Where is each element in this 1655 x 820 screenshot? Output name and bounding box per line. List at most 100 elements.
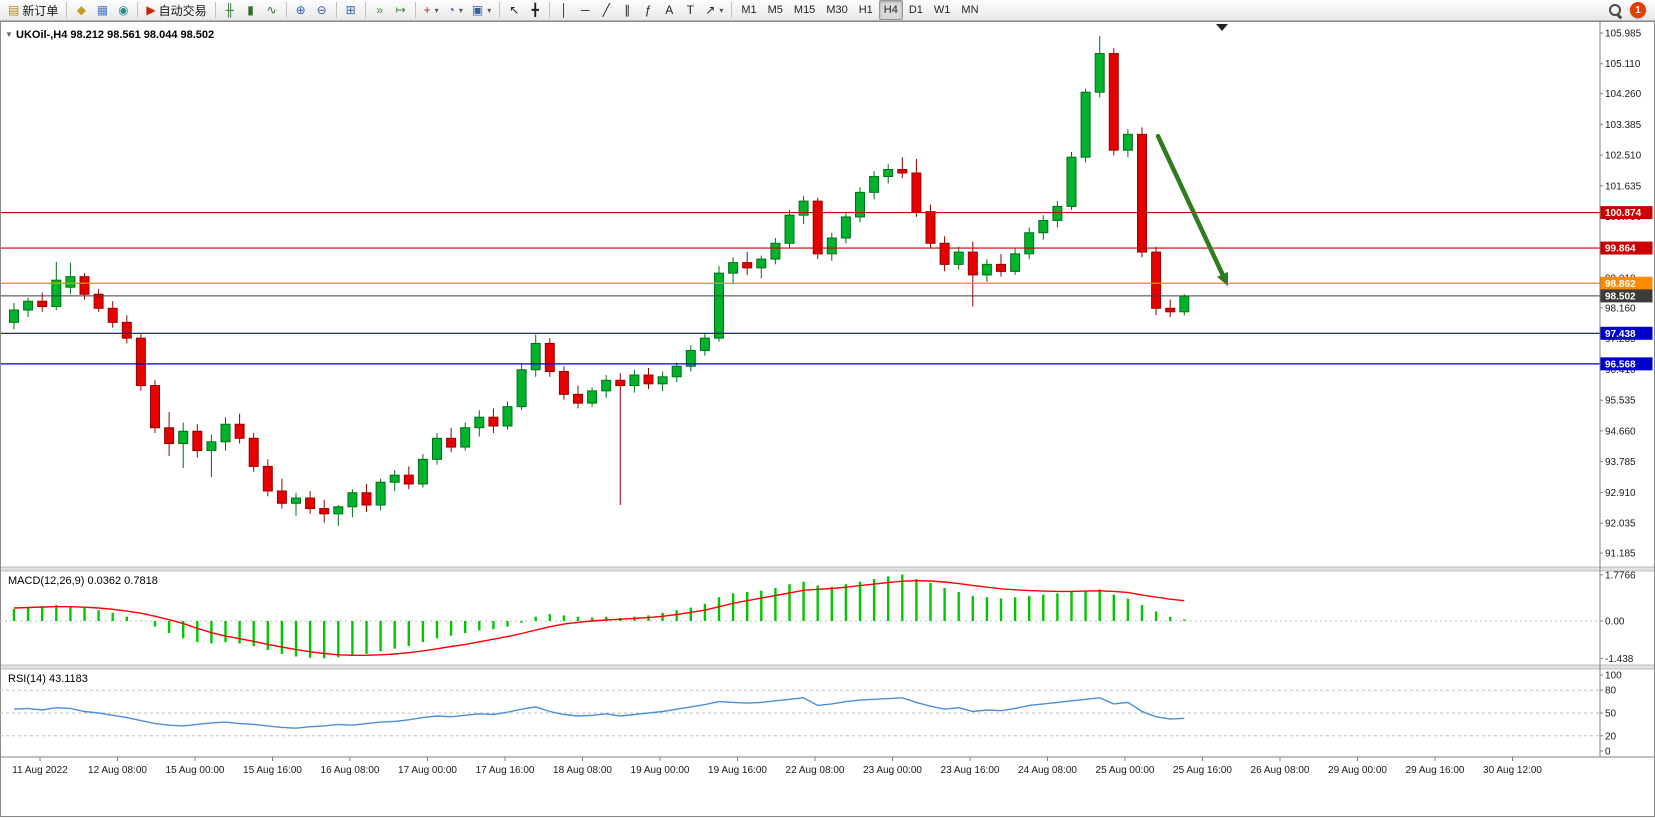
candle	[911, 172, 922, 213]
timeframe-m30-button[interactable]: M30	[826, 4, 848, 16]
periods-button[interactable]: ◔ ▾	[444, 0, 467, 20]
search-icon[interactable]	[1608, 3, 1623, 18]
chevron-down-icon: ▾	[458, 5, 463, 15]
candle	[939, 242, 950, 265]
candle	[417, 458, 428, 485]
rsi-scale-tick: 0	[1605, 747, 1611, 758]
indicators-button[interactable]: + ▾	[420, 0, 443, 20]
candle	[812, 200, 823, 255]
timeframe-m5-button[interactable]: M5	[767, 4, 783, 16]
panel-splitter[interactable]	[0, 664, 1655, 670]
price-badge-label: 97.438	[1605, 329, 1636, 340]
chevron-down-icon: ▾	[434, 5, 439, 15]
candle	[1137, 133, 1147, 253]
scroll-to-end-marker[interactable]	[1216, 24, 1228, 31]
candle	[403, 474, 414, 485]
price-tick: 103.385	[1605, 120, 1642, 131]
line-chart-icon: ∿	[266, 3, 277, 17]
horizontal-line-button[interactable]: ─	[575, 0, 595, 20]
rsi-label: RSI(14) 43.1183	[8, 673, 88, 685]
candlestick-chart-button[interactable]: ▮	[241, 0, 261, 20]
trend-arrow-head[interactable]	[1217, 271, 1228, 287]
candle	[502, 406, 513, 427]
candle	[79, 276, 90, 295]
candle	[671, 365, 682, 378]
chart-canvas[interactable]: 1.7766 0.00 -1.438 100 80 50 20 0 105.985 105.110…	[0, 21, 1655, 817]
timeframe-mn-button[interactable]: MN	[961, 4, 979, 16]
toolbar-separator	[137, 2, 139, 18]
candle	[206, 441, 217, 452]
candle	[1094, 53, 1105, 93]
line-chart-button[interactable]: ∿	[262, 0, 282, 20]
candle	[347, 492, 358, 508]
chart-menu-icon[interactable]: ▼	[5, 30, 13, 39]
price-line-badge	[1600, 326, 1653, 340]
toolbar: ▤ 新订单 ◆ ▦ ◉ ▶ 自动交易 ╫ ▮ ∿ ⊕ ⊖ ⊞» ↦ + ▾ ◔ ▾ ▣ ▾ ↖ ╋ │ ─ ╱ ∥ ƒ A T ↗ ▾ M1 M…	[0, 0, 1655, 21]
candle	[967, 251, 978, 276]
candle	[192, 430, 203, 452]
candle	[798, 200, 809, 216]
current-price-badge	[1600, 289, 1653, 303]
candle	[248, 437, 259, 467]
zoom-in-button[interactable]: ⊕	[291, 0, 311, 20]
candle	[460, 427, 471, 448]
candle	[601, 379, 612, 392]
candle	[544, 342, 555, 373]
vertical-line-button[interactable]: │	[554, 0, 574, 20]
candlestick-chart-icon: ▮	[247, 3, 254, 17]
fibonacci-button[interactable]: ƒ	[638, 0, 658, 20]
rsi-line	[13, 697, 1185, 729]
price-badge-label: 96.568	[1605, 359, 1636, 370]
macd-scale-tick: -1.438	[1605, 654, 1634, 665]
arrow-tool-icon: ↗	[705, 3, 716, 17]
timeframe-w1-button[interactable]: W1	[933, 4, 951, 16]
new-order-button[interactable]: ▤ 新订单	[4, 0, 62, 20]
timeframe-m1-button[interactable]: M1	[741, 4, 757, 16]
candle	[573, 393, 583, 404]
market-watch-button[interactable]: ◆	[71, 0, 91, 20]
panel-splitter[interactable]	[0, 566, 1655, 572]
zoom-out-button[interactable]: ⊖	[312, 0, 332, 20]
chart-shift-button[interactable]: ↦	[391, 0, 411, 20]
time-label: 25 Aug 00:00	[1096, 765, 1155, 776]
tile-windows-button[interactable]: ⊞	[341, 0, 361, 20]
price-badge-label: 100.874	[1605, 208, 1642, 219]
trendline-button[interactable]: ╱	[596, 0, 616, 20]
auto-trading-button[interactable]: ▶ 自动交易	[142, 0, 210, 20]
notification-badge[interactable]: 1	[1630, 2, 1646, 18]
candle	[220, 423, 231, 443]
cursor-button[interactable]: ↖	[504, 0, 524, 20]
price-tick: 92.035	[1605, 519, 1636, 530]
arrows-button[interactable]: ↗ ▾	[701, 0, 727, 20]
auto-scroll-button[interactable]: »	[370, 0, 390, 20]
timeframe-d1-button[interactable]: D1	[908, 4, 923, 16]
crosshair-button[interactable]: ╋	[525, 0, 545, 20]
horizontal-line-icon: ─	[581, 3, 590, 17]
trend-arrow[interactable]	[1155, 133, 1225, 277]
channel-button[interactable]: ∥	[617, 0, 637, 20]
data-window-button[interactable]: ▦	[92, 0, 112, 20]
timeframe-h4-button[interactable]: H4	[878, 0, 903, 20]
navigator-button[interactable]: ◉	[113, 0, 133, 20]
time-label: 11 Aug 2022	[12, 765, 68, 776]
timeframe-h1-button[interactable]: H1	[858, 4, 873, 16]
candle	[953, 251, 964, 265]
candle	[488, 416, 499, 427]
text-button[interactable]: A	[659, 0, 679, 20]
candle	[925, 211, 936, 244]
text-label-button[interactable]: T	[680, 0, 700, 20]
candle	[657, 376, 668, 385]
time-label: 23 Aug 00:00	[863, 765, 922, 776]
candle	[135, 337, 146, 387]
time-label: 15 Aug 00:00	[166, 765, 225, 776]
bar-chart-button[interactable]: ╫	[220, 0, 240, 20]
candle	[1080, 91, 1091, 158]
rsi-scale-tick: 100	[1605, 671, 1622, 682]
trendline-icon: ╱	[602, 3, 610, 17]
templates-button[interactable]: ▣ ▾	[468, 0, 495, 20]
time-label: 19 Aug 16:00	[708, 765, 767, 776]
timeframe-m15-button[interactable]: M15	[793, 4, 816, 16]
candle	[615, 379, 626, 387]
candle	[23, 300, 34, 311]
text-icon: A	[665, 3, 674, 17]
